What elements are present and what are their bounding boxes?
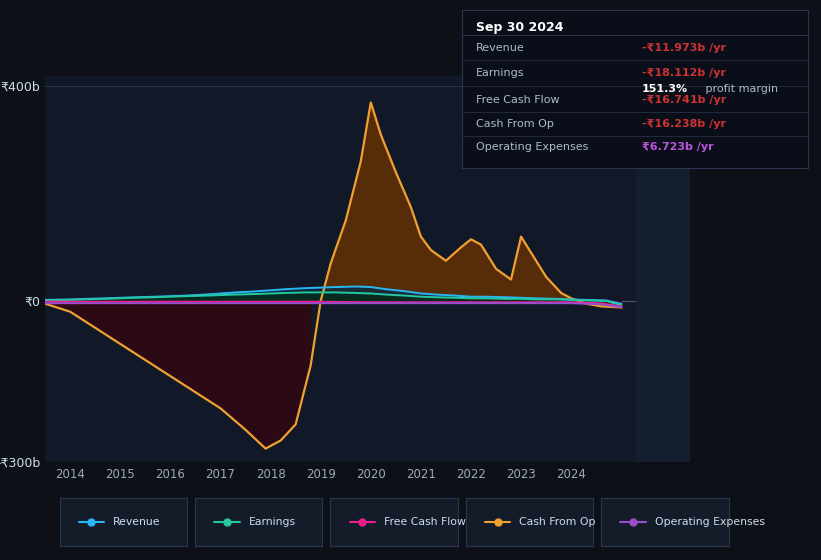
Text: Revenue: Revenue — [113, 517, 160, 527]
Text: -₹11.973b /yr: -₹11.973b /yr — [642, 43, 726, 53]
Text: ₹6.723b /yr: ₹6.723b /yr — [642, 142, 713, 152]
Text: Free Cash Flow: Free Cash Flow — [476, 95, 560, 105]
Text: Free Cash Flow: Free Cash Flow — [384, 517, 466, 527]
Text: -₹16.741b /yr: -₹16.741b /yr — [642, 95, 727, 105]
Text: -₹18.112b /yr: -₹18.112b /yr — [642, 68, 726, 78]
Text: Earnings: Earnings — [476, 68, 525, 78]
Text: Sep 30 2024: Sep 30 2024 — [476, 21, 563, 34]
Text: Cash From Op: Cash From Op — [520, 517, 596, 527]
Text: Earnings: Earnings — [249, 517, 296, 527]
Text: Operating Expenses: Operating Expenses — [655, 517, 765, 527]
Text: Operating Expenses: Operating Expenses — [476, 142, 589, 152]
Text: Revenue: Revenue — [476, 43, 525, 53]
Text: -₹16.238b /yr: -₹16.238b /yr — [642, 119, 726, 129]
Text: profit margin: profit margin — [703, 84, 778, 94]
Text: Cash From Op: Cash From Op — [476, 119, 554, 129]
Text: 151.3%: 151.3% — [642, 84, 688, 94]
